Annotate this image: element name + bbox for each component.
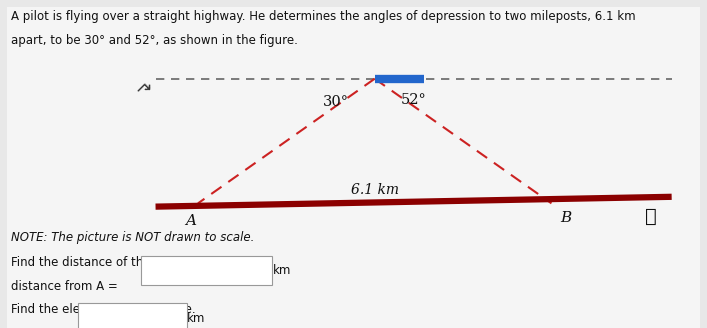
FancyBboxPatch shape bbox=[7, 7, 700, 328]
Text: Find the distance of the plane from point A.: Find the distance of the plane from poin… bbox=[11, 256, 267, 269]
Text: 52°: 52° bbox=[401, 93, 426, 107]
FancyBboxPatch shape bbox=[78, 303, 187, 328]
Text: 30°: 30° bbox=[323, 95, 349, 109]
Text: distance from A =: distance from A = bbox=[11, 280, 117, 294]
Text: NOTE: The picture is NOT drawn to scale.: NOTE: The picture is NOT drawn to scale. bbox=[11, 231, 254, 244]
Text: Find the elevation of the plane.: Find the elevation of the plane. bbox=[11, 303, 195, 317]
Text: B: B bbox=[560, 211, 571, 225]
FancyBboxPatch shape bbox=[141, 256, 272, 285]
Text: ⌕: ⌕ bbox=[645, 207, 656, 226]
Text: apart, to be 30° and 52°, as shown in the figure.: apart, to be 30° and 52°, as shown in th… bbox=[11, 34, 298, 48]
Text: km: km bbox=[187, 312, 205, 325]
Text: A: A bbox=[185, 215, 197, 228]
Text: ↱: ↱ bbox=[129, 80, 153, 104]
Text: A pilot is flying over a straight highway. He determines the angles of depressio: A pilot is flying over a straight highwa… bbox=[11, 10, 635, 23]
Text: 6.1 km: 6.1 km bbox=[351, 183, 399, 197]
Text: km: km bbox=[273, 264, 291, 277]
